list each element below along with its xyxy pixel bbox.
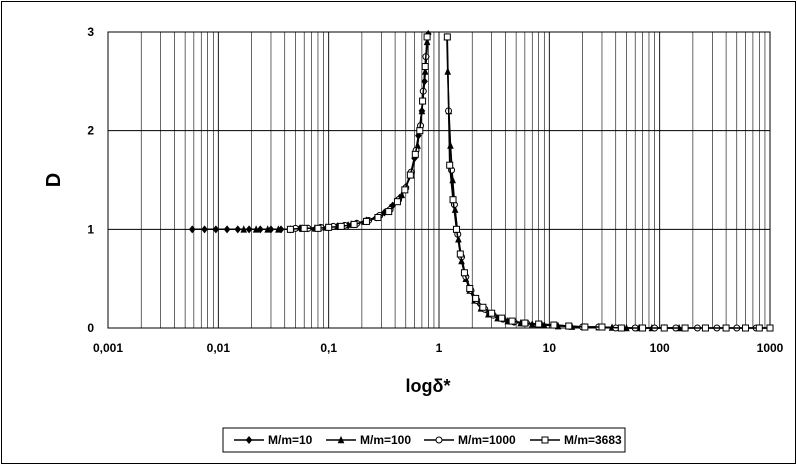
data-point — [742, 324, 750, 332]
data-point — [423, 33, 431, 41]
data-point — [223, 225, 231, 234]
data-point — [240, 225, 248, 233]
x-tick-label: 1000 — [757, 341, 784, 355]
x-tick-label: 0,001 — [93, 341, 123, 355]
data-point — [252, 225, 260, 233]
x-tick-label: 0,1 — [320, 341, 337, 355]
legend-item: M/m=10 — [234, 433, 313, 447]
data-point — [411, 150, 419, 158]
data-point — [337, 222, 345, 230]
data-point — [766, 324, 774, 332]
legend-label: M/m=3683 — [564, 433, 622, 447]
x-axis-title: logδ* — [406, 376, 451, 396]
legend: M/m=10 M/m=100 M/m=1000 M/m=3683 — [222, 427, 626, 453]
x-tick-label: 0,01 — [207, 341, 231, 355]
data-point — [275, 225, 282, 233]
data-point — [701, 324, 709, 332]
grid — [107, 31, 771, 329]
y-tick-label: 0 — [87, 321, 94, 335]
data-point — [508, 317, 516, 325]
y-tick-label: 1 — [87, 222, 94, 236]
data-point — [362, 217, 370, 225]
data-point — [188, 225, 196, 234]
x-tick-label: 10 — [543, 341, 557, 355]
data-point — [617, 324, 625, 332]
legend-label: M/m=10 — [268, 433, 313, 447]
y-tick-label: 2 — [87, 124, 94, 138]
legend-item: M/m=1000 — [424, 433, 516, 447]
data-point — [421, 63, 429, 71]
data-point — [401, 186, 409, 194]
legend-item: M/m=100 — [326, 433, 411, 447]
data-point — [488, 309, 496, 317]
data-point — [419, 97, 427, 105]
data-point — [234, 225, 242, 234]
data-point — [479, 303, 487, 311]
data-point — [565, 322, 573, 330]
data-point — [416, 127, 424, 135]
x-tick-label: 100 — [650, 341, 670, 355]
data-point — [452, 225, 460, 233]
y-axis-title: D — [43, 173, 65, 187]
legend-item: M/m=3683 — [530, 433, 622, 447]
legend-label: M/m=100 — [360, 433, 411, 447]
x-tick-label: 1 — [436, 341, 443, 355]
data-point — [374, 213, 382, 221]
data-point — [325, 223, 333, 231]
legend-marker — [435, 436, 443, 444]
data-point — [521, 319, 529, 327]
ticks: 0,001 0,01 0,1 1 10 100 1000 0 1 2 3 — [87, 25, 783, 355]
data-point — [201, 225, 208, 234]
data-point — [681, 324, 689, 332]
series-3 — [286, 33, 774, 332]
data-point — [212, 225, 220, 234]
data-point — [406, 171, 414, 179]
legend-marker — [541, 436, 549, 444]
data-point — [660, 324, 668, 332]
legend-marker — [337, 435, 345, 444]
data-point — [393, 198, 401, 206]
data-point — [460, 269, 468, 277]
data-point — [350, 220, 358, 228]
data-point — [449, 196, 457, 204]
series-layer — [188, 29, 774, 332]
data-point — [535, 320, 543, 328]
data-point — [456, 250, 464, 258]
data-point — [264, 225, 271, 233]
data-point — [443, 33, 451, 41]
data-point — [286, 225, 294, 233]
data-point — [446, 161, 454, 169]
data-point — [472, 294, 480, 302]
data-point — [385, 208, 393, 216]
data-point — [722, 324, 730, 332]
data-point — [498, 314, 506, 322]
data-point — [755, 324, 763, 332]
data-point — [466, 285, 474, 293]
data-point — [598, 323, 606, 331]
data-point — [314, 224, 322, 232]
data-point — [581, 323, 589, 331]
data-point — [550, 321, 558, 329]
legend-marker — [245, 436, 253, 444]
legend-label: M/m=1000 — [458, 433, 516, 447]
data-point — [639, 324, 647, 332]
y-tick-label: 3 — [87, 25, 94, 39]
data-point — [300, 224, 308, 232]
